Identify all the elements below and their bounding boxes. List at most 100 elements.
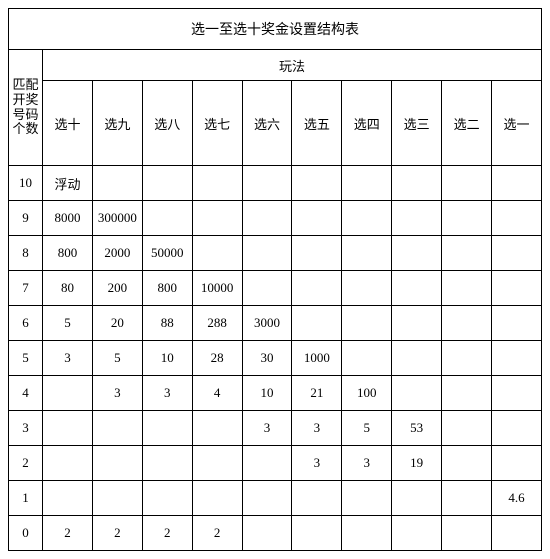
- prize-cell: 30: [242, 341, 292, 376]
- prize-cell: 800: [142, 271, 192, 306]
- prize-cell: 3: [292, 411, 342, 446]
- prize-cell: 21: [292, 376, 342, 411]
- prize-cell: [392, 271, 442, 306]
- col-header: 选六: [242, 81, 292, 166]
- prize-cell: [342, 236, 392, 271]
- prize-cell: [492, 306, 542, 341]
- prize-cell: 20: [92, 306, 142, 341]
- prize-cell: [92, 411, 142, 446]
- table-row: 333553: [9, 411, 542, 446]
- prize-cell: [142, 201, 192, 236]
- prize-cell: 5: [92, 341, 142, 376]
- prize-cell: 50000: [142, 236, 192, 271]
- col-header: 选十: [43, 81, 93, 166]
- prize-cell: 19: [392, 446, 442, 481]
- prize-cell: 8000: [43, 201, 93, 236]
- prize-cell: [242, 516, 292, 551]
- match-count-cell: 9: [9, 201, 43, 236]
- prize-cell: 5: [43, 306, 93, 341]
- col-header: 选五: [292, 81, 342, 166]
- prize-cell: [442, 376, 492, 411]
- prize-cell: [442, 446, 492, 481]
- prize-cell: [292, 481, 342, 516]
- table-row: 5351028301000: [9, 341, 542, 376]
- prize-cell: [442, 271, 492, 306]
- prize-cell: [492, 271, 542, 306]
- prize-cell: [192, 236, 242, 271]
- prize-cell: [292, 271, 342, 306]
- prize-cell: [492, 166, 542, 201]
- prize-cell: [442, 481, 492, 516]
- prize-cell: [392, 516, 442, 551]
- prize-cell: [142, 411, 192, 446]
- match-count-cell: 3: [9, 411, 43, 446]
- prize-cell: [342, 271, 392, 306]
- prize-cell: [442, 411, 492, 446]
- table-row: 43341021100: [9, 376, 542, 411]
- prize-cell: [142, 446, 192, 481]
- prize-cell: 28: [192, 341, 242, 376]
- prize-cell: 200: [92, 271, 142, 306]
- prize-cell: 3: [342, 446, 392, 481]
- prize-cell: 3: [242, 411, 292, 446]
- prize-cell: 2: [92, 516, 142, 551]
- prize-cell: [392, 481, 442, 516]
- prize-cell: [43, 446, 93, 481]
- prize-cell: [192, 411, 242, 446]
- prize-cell: [92, 166, 142, 201]
- match-count-cell: 10: [9, 166, 43, 201]
- prize-cell: [442, 516, 492, 551]
- prize-cell: [192, 166, 242, 201]
- prize-cell: 浮动: [43, 166, 93, 201]
- prize-cell: [342, 306, 392, 341]
- prize-cell: [292, 516, 342, 551]
- prize-cell: [242, 271, 292, 306]
- prize-cell: [392, 376, 442, 411]
- prize-cell: 3: [142, 376, 192, 411]
- match-count-cell: 1: [9, 481, 43, 516]
- prize-cell: [292, 306, 342, 341]
- prize-cell: [492, 376, 542, 411]
- prize-cell: 5: [342, 411, 392, 446]
- prize-cell: [342, 481, 392, 516]
- row-header-label: 匹配开奖号码个数: [9, 50, 43, 166]
- prize-cell: [92, 446, 142, 481]
- prize-cell: [392, 236, 442, 271]
- col-header: 选二: [442, 81, 492, 166]
- prize-cell: [442, 201, 492, 236]
- prize-cell: 2000: [92, 236, 142, 271]
- table-row: 10浮动: [9, 166, 542, 201]
- play-type-header: 玩法: [43, 50, 542, 81]
- table-row: 8800200050000: [9, 236, 542, 271]
- prize-cell: [292, 236, 342, 271]
- prize-cell: 53: [392, 411, 442, 446]
- prize-cell: [492, 341, 542, 376]
- prize-cell: 2: [192, 516, 242, 551]
- prize-cell: [192, 201, 242, 236]
- prize-cell: [242, 446, 292, 481]
- prize-cell: [92, 481, 142, 516]
- match-count-cell: 5: [9, 341, 43, 376]
- prize-cell: [442, 236, 492, 271]
- prize-cell: 10000: [192, 271, 242, 306]
- prize-cell: 1000: [292, 341, 342, 376]
- prize-cell: [43, 481, 93, 516]
- match-count-cell: 6: [9, 306, 43, 341]
- match-count-cell: 2: [9, 446, 43, 481]
- prize-cell: 100: [342, 376, 392, 411]
- prize-cell: 10: [142, 341, 192, 376]
- prize-cell: [392, 201, 442, 236]
- prize-cell: [242, 481, 292, 516]
- table-row: 02222: [9, 516, 542, 551]
- col-header: 选九: [92, 81, 142, 166]
- prize-cell: 4: [192, 376, 242, 411]
- prize-cell: 2: [43, 516, 93, 551]
- prize-cell: [242, 166, 292, 201]
- prize-cell: [142, 166, 192, 201]
- prize-cell: 3000: [242, 306, 292, 341]
- match-count-cell: 7: [9, 271, 43, 306]
- prize-cell: [442, 341, 492, 376]
- col-header: 选三: [392, 81, 442, 166]
- prize-cell: [392, 341, 442, 376]
- prize-cell: [342, 201, 392, 236]
